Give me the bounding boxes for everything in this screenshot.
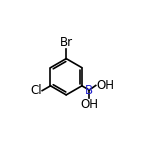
Text: OH: OH — [80, 98, 98, 111]
Text: Cl: Cl — [30, 84, 42, 97]
Text: Br: Br — [60, 36, 73, 49]
Text: B: B — [85, 84, 93, 97]
Text: OH: OH — [96, 79, 114, 92]
